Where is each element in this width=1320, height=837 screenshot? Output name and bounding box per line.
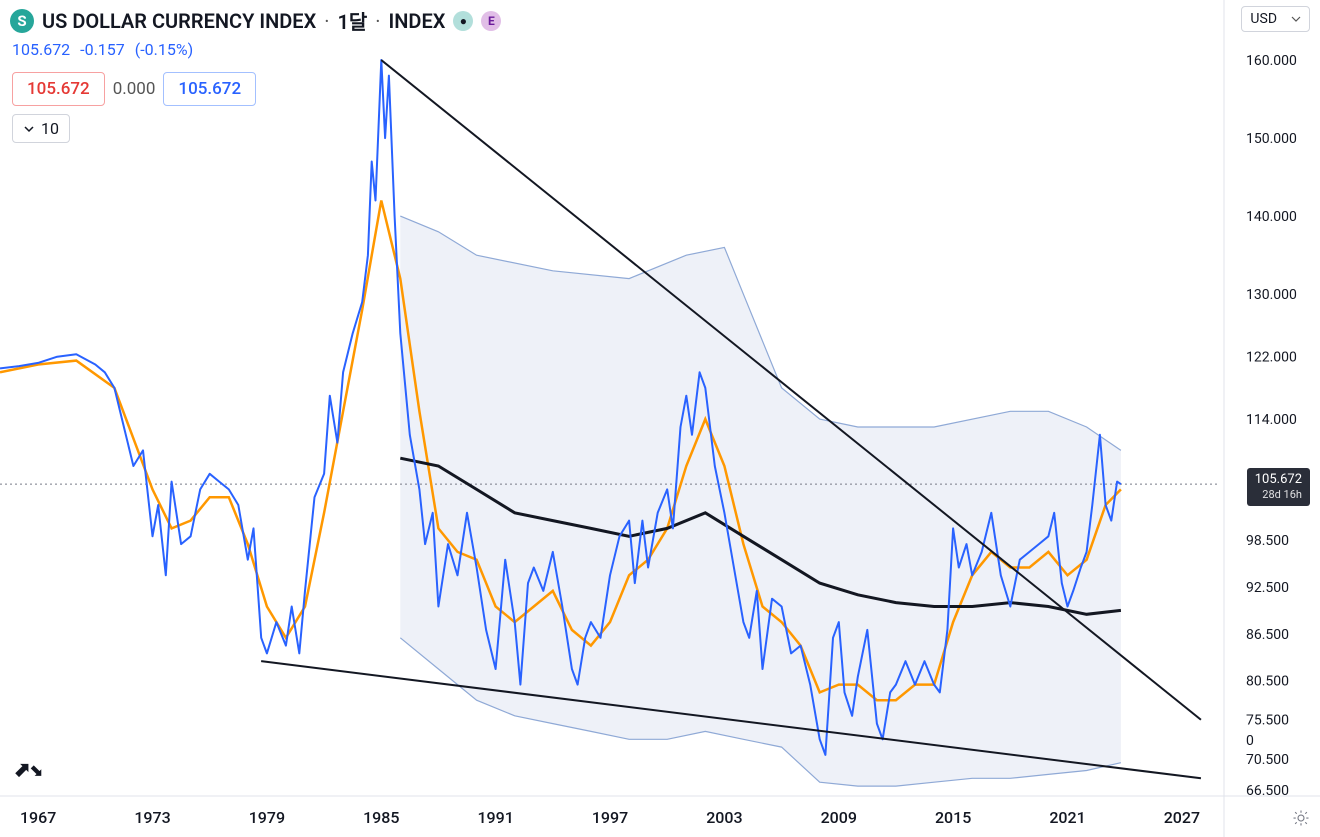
x-tick-label: 2009 — [821, 808, 857, 827]
x-tick-label: 1973 — [134, 808, 170, 827]
x-tick-label: 2015 — [935, 808, 971, 827]
extended-badge: E — [481, 11, 501, 31]
price-tag-countdown: 28d 16h — [1255, 488, 1302, 502]
chevron-down-icon — [1291, 14, 1301, 24]
indicator-values: 105.672 0.000 105.672 — [12, 72, 256, 106]
last-price: 105.672 — [12, 40, 70, 59]
collapse-label: 10 — [41, 119, 59, 138]
value-pill-blue: 105.672 — [163, 72, 256, 106]
sep: · — [375, 9, 380, 33]
value-pill-red: 105.672 — [12, 72, 105, 106]
y-tick-label: 86.500 — [1246, 627, 1289, 643]
y-tick-label: 98.500 — [1246, 533, 1289, 549]
currency-selector[interactable]: USD — [1241, 6, 1310, 32]
y-tick-label: 0 — [1246, 733, 1254, 749]
symbol-header: S US DOLLAR CURRENCY INDEX · 1달 · INDEX … — [10, 6, 501, 35]
x-tick-label: 1985 — [363, 808, 399, 827]
chevron-down-icon — [23, 123, 35, 135]
price-chart[interactable]: 160.000 150.000 140.000 130.000 122.000 114.0… — [0, 0, 1320, 837]
y-tick-label: 66.500 — [1246, 783, 1289, 799]
x-tick-label: 2027 — [1164, 808, 1200, 827]
y-tick-label: 114.000 — [1246, 412, 1297, 428]
price-axis-tag: 105.672 28d 16h — [1247, 468, 1310, 506]
price-change-pct: (-0.15%) — [135, 40, 193, 59]
price-tag-value: 105.672 — [1255, 472, 1302, 488]
y-tick-label: 130.000 — [1246, 287, 1297, 303]
gear-icon[interactable] — [1292, 809, 1310, 827]
tradingview-logo: ⬈⬊ — [14, 757, 42, 781]
x-tick-label: 2003 — [706, 808, 742, 827]
exchange-label: INDEX — [389, 9, 446, 33]
y-tick-label: 75.500 — [1246, 713, 1289, 729]
x-tick-label: 1991 — [477, 808, 513, 827]
chart-container: 160.000 150.000 140.000 130.000 122.000 114.0… — [0, 0, 1320, 837]
price-change: -0.157 — [80, 40, 125, 59]
x-tick-label: 1997 — [592, 808, 628, 827]
y-tick-label: 140.000 — [1246, 209, 1297, 225]
x-tick-label: 1967 — [20, 808, 56, 827]
y-tick-label: 122.000 — [1246, 350, 1297, 366]
collapse-button[interactable]: 10 — [12, 114, 70, 143]
currency-value: USD — [1250, 11, 1277, 27]
symbol-title[interactable]: US DOLLAR CURRENCY INDEX — [42, 9, 316, 33]
value-pill-gray: 0.000 — [113, 79, 156, 99]
y-tick-label: 150.000 — [1246, 131, 1297, 147]
symbol-letter: S — [17, 12, 26, 30]
y-tick-label: 160.000 — [1246, 53, 1297, 69]
symbol-icon: S — [10, 9, 34, 33]
bollinger-fill — [400, 216, 1121, 786]
price-subheader: 105.672 -0.157 (-0.15%) — [12, 40, 193, 59]
interval-label[interactable]: 1달 — [337, 6, 367, 35]
sep: · — [324, 9, 329, 33]
x-tick-label: 1979 — [249, 808, 285, 827]
y-tick-label: 70.500 — [1246, 752, 1289, 768]
y-tick-label: 92.500 — [1246, 580, 1289, 596]
market-status-icon: ● — [453, 11, 473, 31]
y-tick-label: 80.500 — [1246, 674, 1289, 690]
x-tick-label: 2021 — [1049, 808, 1085, 827]
